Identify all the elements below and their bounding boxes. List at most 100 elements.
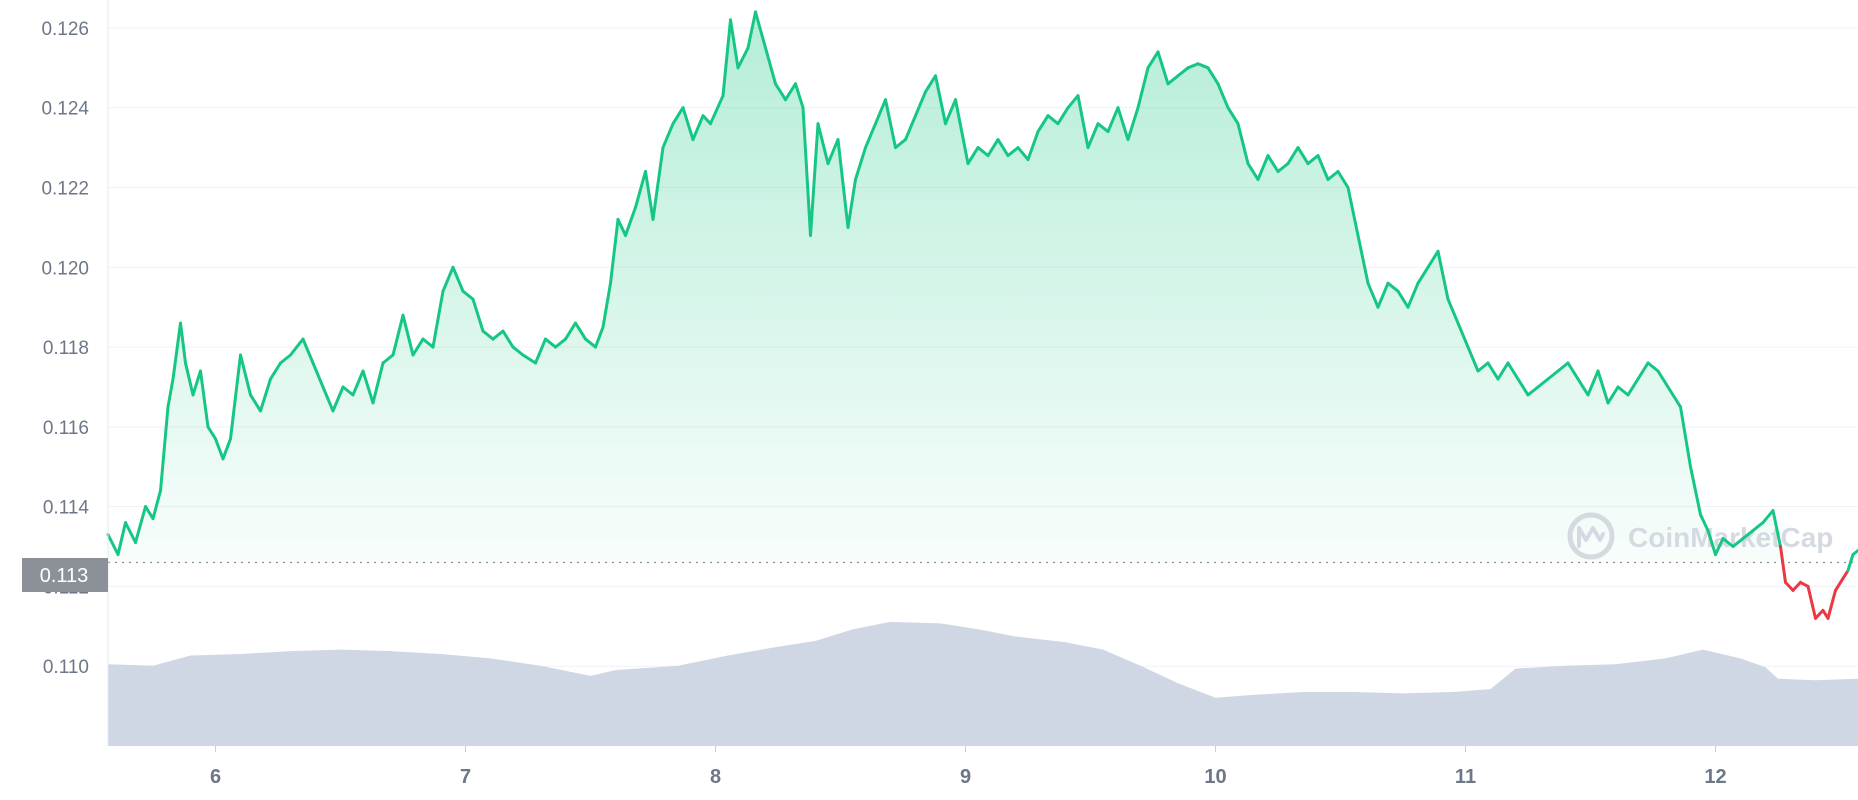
x-tick-label: 10 <box>1204 766 1226 788</box>
price-line-segment <box>331 385 345 413</box>
price-line-segment <box>976 146 990 158</box>
price-line-segment <box>1106 106 1120 134</box>
x-tick-label: 8 <box>710 766 721 788</box>
price-line-segment <box>159 405 170 493</box>
current-price-value: 0.113 <box>40 565 89 587</box>
price-line-segment <box>1056 106 1070 126</box>
price-line-segment <box>809 122 820 237</box>
price-line-segment <box>1086 122 1100 150</box>
y-tick-label: 0.122 <box>41 178 89 199</box>
price-line-segment <box>1841 569 1850 580</box>
price-line-segment <box>1731 537 1745 548</box>
price-line-segment <box>651 146 665 221</box>
price-line-segment <box>554 337 567 349</box>
price-line-segment <box>269 361 282 381</box>
price-line-segment <box>1376 281 1390 309</box>
price-line-segment <box>661 122 675 150</box>
price-line-segment <box>221 437 232 461</box>
price-line-segment <box>1506 361 1520 381</box>
price-line-segment <box>1496 361 1510 381</box>
watermark: CoinMarketCap <box>1567 512 1833 560</box>
price-line-segment <box>1096 122 1110 134</box>
price-line-segment <box>1556 361 1570 373</box>
price-line-segment <box>1346 186 1360 237</box>
price-line-segment <box>249 393 262 413</box>
price-line-segment <box>1366 281 1380 309</box>
price-line-segment <box>1546 369 1560 381</box>
price-line-segment <box>184 361 195 397</box>
price-line-segment <box>836 138 850 229</box>
price-line <box>106 10 1858 620</box>
price-line-segment <box>954 98 970 166</box>
price-line-segment <box>1626 377 1640 397</box>
price-line-segment <box>501 329 515 349</box>
price-line-segment <box>151 489 162 521</box>
price-line-segment <box>884 98 897 150</box>
price-line-segment <box>1006 146 1020 158</box>
price-line-segment <box>1286 146 1300 166</box>
price-line-segment <box>341 385 355 397</box>
price-line-segment <box>1396 289 1410 309</box>
price-area-shape <box>108 12 1858 563</box>
price-line-segment <box>371 361 385 405</box>
price-line-segment <box>1406 281 1420 309</box>
price-line-segment <box>491 329 505 341</box>
price-line-segment <box>924 74 937 94</box>
price-line-segment <box>701 114 712 126</box>
price-line-segment <box>391 313 405 357</box>
price-line-segment <box>116 521 127 556</box>
price-line-segment <box>411 337 425 357</box>
y-tick-label: 0.114 <box>43 498 90 519</box>
price-line-segment <box>471 297 485 333</box>
price-line-segment <box>106 533 120 556</box>
price-line-segment <box>709 94 725 126</box>
price-line-segment <box>1596 369 1610 405</box>
price-line-segment <box>311 361 325 389</box>
x-tick-label: 6 <box>210 766 221 788</box>
price-line-segment <box>1196 62 1210 70</box>
price-line-segment <box>1136 66 1150 110</box>
price-line-segment <box>801 106 812 237</box>
price-line-segment <box>616 217 627 237</box>
price-line-segment <box>1256 154 1270 181</box>
x-axis-labels: 6 7 8 9 10 11 12 <box>210 746 1727 788</box>
price-line-segment <box>1656 369 1670 389</box>
price-line-segment <box>1851 549 1858 556</box>
price-line-segment <box>1784 580 1795 592</box>
price-line-segment <box>1246 162 1260 181</box>
price-line-segment <box>401 313 415 357</box>
price-line-segment <box>441 265 455 293</box>
price-line-segment <box>864 122 877 150</box>
price-line-segment <box>1316 154 1330 181</box>
price-line-segment <box>144 505 155 521</box>
price-line-segment <box>729 18 740 70</box>
price-line-segment <box>846 178 857 229</box>
price-line-segment <box>206 425 217 441</box>
volume-shape <box>108 621 1858 746</box>
y-tick-label: 0.126 <box>41 19 89 40</box>
price-line-segment <box>1761 509 1775 525</box>
price-line-segment <box>986 138 1000 158</box>
price-line-segment <box>874 98 887 126</box>
price-line-segment <box>1426 249 1440 269</box>
price-line-segment <box>1606 385 1620 405</box>
price-line-segment <box>1206 66 1220 86</box>
volume-area <box>108 621 1858 746</box>
price-line-segment <box>461 289 475 301</box>
price-line-segment <box>894 138 907 150</box>
price-line-segment <box>584 337 597 349</box>
price-line-segment <box>1116 106 1130 142</box>
price-line-segment <box>1216 82 1230 110</box>
price-line-segment <box>544 337 557 349</box>
price-line-segment <box>1636 361 1650 381</box>
price-line-segment <box>1846 553 1855 572</box>
price-line-segment <box>934 74 947 126</box>
price-line-segment <box>1146 50 1160 70</box>
x-tick-label: 9 <box>960 766 971 788</box>
price-line-segment <box>1721 537 1735 548</box>
price-line-segment <box>624 205 637 237</box>
price-line-segment <box>1646 361 1660 373</box>
price-line-segment <box>1046 114 1060 126</box>
price-line-segment <box>361 369 375 405</box>
